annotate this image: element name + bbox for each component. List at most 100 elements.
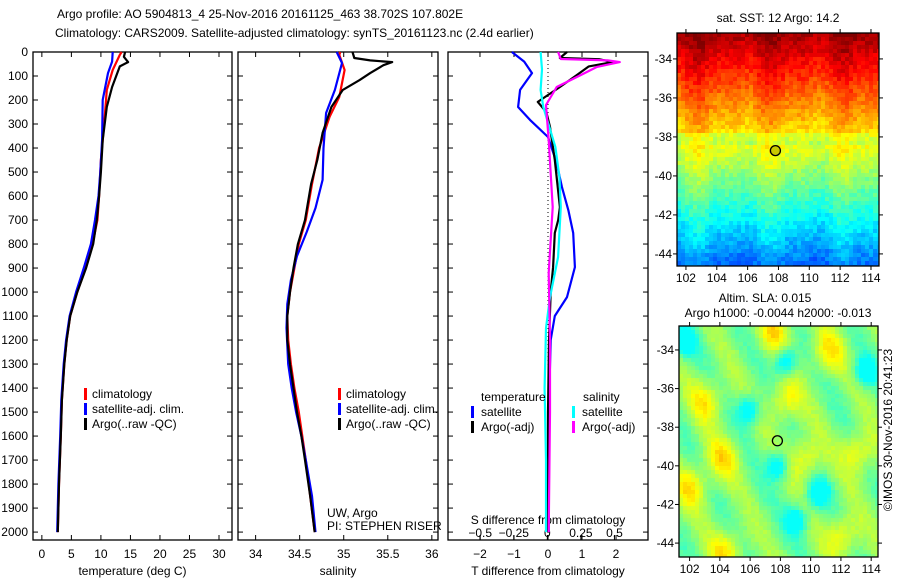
lon-tick-label: 106 (740, 562, 760, 576)
map-subtitle: Argo h1000: -0.0044 h2000: -0.013 (685, 306, 872, 320)
x-tick-label: 1 (579, 547, 586, 561)
argo-location-marker (771, 435, 784, 447)
y-tick-label: 700 (8, 213, 28, 227)
temperature-panel: 0100200300400500600700800900100011001200… (1, 45, 233, 578)
map-title: Altim. SLA: 0.015 (719, 291, 812, 305)
sla-map-panel: 102 104 106 108 110 112 114 -34 -36 -38 -40 -42 -44 A… (657, 291, 882, 576)
x-tick-label: 34.5 (288, 547, 312, 561)
series-climatology (56, 51, 123, 533)
lon-tick-label: 114 (862, 562, 881, 576)
x-tick-label: 20 (153, 547, 167, 561)
legend-label: satellite (582, 405, 623, 419)
y-tick-label: 900 (8, 261, 28, 275)
x-tick-label: 15 (124, 547, 138, 561)
x-tick-label: 0 (39, 547, 46, 561)
legend-header: salinity (583, 390, 620, 404)
y-tick-label: 0 (21, 45, 28, 59)
x-tick-label: 35.5 (376, 547, 400, 561)
legend-label: Argo(..raw -QC) (92, 417, 177, 431)
legend-swatch (338, 418, 341, 430)
y-tick-label: 1500 (1, 405, 28, 419)
lat-tick-label: -40 (655, 169, 673, 183)
legend-swatch (471, 421, 474, 433)
map-title: sat. SST: 12 Argo: 14.2 (717, 11, 840, 25)
legend-swatch (84, 418, 87, 430)
y-tick-label: 1300 (1, 357, 28, 371)
lon-tick-label: 110 (801, 562, 820, 576)
lat-tick-label: -38 (655, 130, 673, 144)
map-frame (678, 325, 879, 558)
x-axis-label: salinity (320, 564, 357, 578)
y-tick-label: 100 (8, 69, 28, 83)
lon-tick-label: 108 (770, 562, 790, 576)
x-tick-label: −2 (473, 547, 487, 561)
x-axis-label: T difference from climatology (471, 564, 625, 578)
lat-tick-label: -36 (655, 91, 673, 105)
y-tick-label: 200 (8, 93, 28, 107)
lat-tick-label: -44 (655, 247, 673, 261)
x-tick-label: 0 (545, 547, 552, 561)
lat-tick-label: -34 (657, 343, 675, 357)
x-tick-label: 2 (613, 547, 620, 561)
legend-swatch (471, 406, 474, 418)
s-axis-tick-label: 0.5 (606, 526, 623, 540)
title-line-1: Argo profile: AO 5904813_4 25-Nov-2016 2… (57, 7, 463, 21)
plot-frame (32, 51, 233, 541)
lon-tick-label: 112 (831, 271, 850, 285)
annotation: UW, Argo (327, 506, 378, 520)
y-tick-label: 2000 (1, 525, 28, 539)
legend-swatch (338, 388, 341, 400)
legend-swatch (572, 421, 575, 433)
legend-swatch (572, 406, 575, 418)
legend-header: temperature (481, 390, 546, 404)
salinity-panel: 34 34.5 35 35.5 36 salinity climatologysatelli… (237, 51, 442, 578)
x-axis-label: temperature (deg C) (78, 564, 186, 578)
lat-tick-label: -40 (657, 459, 675, 473)
s-axis-tick-label: 0 (544, 526, 551, 540)
lon-tick-label: 102 (676, 271, 696, 285)
x-tick-label: 36 (425, 547, 439, 561)
y-tick-label: 1400 (1, 381, 28, 395)
x-tick-label: 35 (337, 547, 351, 561)
lat-tick-label: -38 (657, 420, 675, 434)
legend-label: climatology (346, 387, 406, 401)
sst-map-panel: 102 104 106 108 110 112 114 -34 -36 -38 -40 -42 -44 s… (655, 11, 883, 285)
x-tick-label: −1 (507, 547, 521, 561)
x-tick-label: 10 (94, 547, 108, 561)
series-climatology (286, 51, 346, 533)
lat-tick-label: -44 (657, 536, 675, 550)
legend-label: satellite (481, 405, 522, 419)
legend-label: satellite-adj. clim. (346, 402, 438, 416)
y-tick-label: 1000 (1, 285, 28, 299)
lat-tick-label: -42 (655, 208, 673, 222)
lon-tick-label: 114 (861, 271, 880, 285)
difference-panel: −2 −1 0 1 2 T difference from climatology −0.5… (447, 51, 649, 578)
x-tick-label: 34 (249, 547, 263, 561)
legend-swatch (84, 403, 87, 415)
legend-label: Argo(-adj) (481, 420, 534, 434)
legend-label: satellite-adj. clim. (92, 402, 184, 416)
lat-tick-label: -42 (657, 497, 675, 511)
y-tick-label: 500 (8, 165, 28, 179)
series-argo (56, 51, 130, 533)
x-tick-label: 5 (68, 547, 75, 561)
y-tick-label: 1100 (2, 309, 28, 323)
series-s-satellite (539, 51, 562, 533)
lon-tick-label: 104 (710, 562, 730, 576)
legend-label: Argo(..raw -QC) (346, 417, 431, 431)
legend-swatch (84, 388, 87, 400)
y-tick-label: 1600 (1, 429, 28, 443)
legend-swatch (338, 403, 341, 415)
lon-tick-label: 106 (738, 271, 758, 285)
y-tick-label: 800 (8, 237, 28, 251)
s-axis-tick-label: −0.5 (468, 526, 492, 540)
series-s-argo (544, 51, 621, 533)
y-tick-label: 1200 (1, 333, 28, 347)
x-tick-label: 30 (212, 547, 226, 561)
plot-frame (237, 51, 439, 541)
y-tick-label: 400 (8, 141, 28, 155)
lon-tick-label: 102 (680, 562, 700, 576)
y-tick-label: 300 (8, 117, 28, 131)
y-tick-label: 600 (8, 189, 28, 203)
